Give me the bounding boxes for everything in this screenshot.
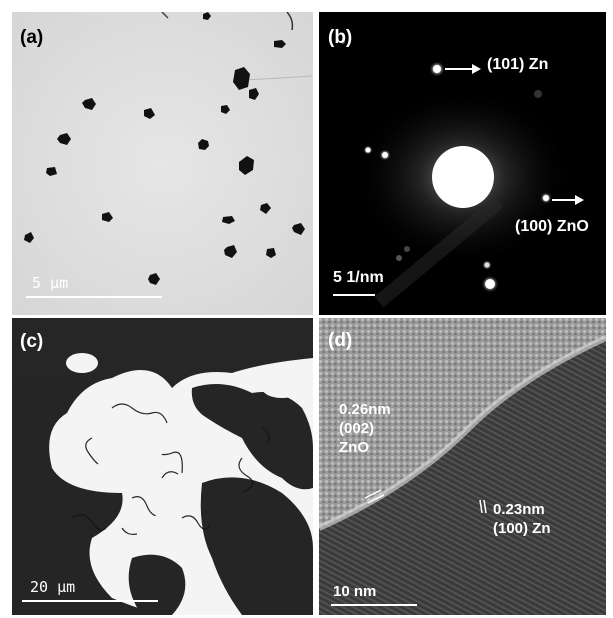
- zn-spacing-annotation: 0.23nm (100) Zn: [493, 501, 551, 537]
- panel-a-scale-bar-label: 5 µm: [32, 274, 69, 292]
- panel-c-scale-bar-line: [22, 600, 158, 602]
- panel-b-scale-bar-line: [333, 294, 375, 296]
- panel-d-hrtem: (d) 0.26nm (002) ZnO 0.23nm (100) Zn 10 …: [319, 318, 606, 615]
- panel-d-image: [319, 318, 606, 615]
- panel-b-image: [319, 12, 606, 315]
- zno-100-annotation: (100) ZnO: [515, 218, 589, 235]
- central-beam-spot: [432, 146, 494, 208]
- panel-a-image: [12, 12, 313, 315]
- panel-c-tem-network: (c) 20 µm: [12, 318, 313, 615]
- diffraction-spots: [341, 40, 552, 293]
- panel-d-scale-bar-label: 10 nm: [333, 583, 377, 600]
- zno-spacing-annotation: 0.26nm (002) ZnO: [339, 401, 391, 456]
- panel-a-scale-bar-line: [26, 296, 162, 298]
- panel-c-image: [12, 318, 313, 615]
- panel-c-scale-bar-label: 20 µm: [30, 578, 76, 596]
- panel-c-label: (c): [20, 331, 44, 352]
- lattice-marker-icon: [364, 489, 487, 514]
- arrow-icon: [445, 64, 584, 205]
- panel-d-scale-bar-line: [331, 604, 417, 606]
- panel-a-tem-particles: (a) 5 µm: [12, 12, 313, 315]
- panel-b-label: (b): [328, 27, 353, 48]
- panel-b-scale-bar-label: 5 1/nm: [333, 269, 384, 286]
- panel-b-diffraction-pattern: (b) (101) Zn (100) ZnO 5 1/nm: [319, 12, 606, 315]
- fiber-network: [12, 318, 313, 615]
- panel-a-label: (a): [20, 27, 44, 48]
- hexagonal-particles: [24, 12, 305, 285]
- panel-d-label: (d): [328, 330, 353, 351]
- zn-101-annotation: (101) Zn: [487, 56, 549, 73]
